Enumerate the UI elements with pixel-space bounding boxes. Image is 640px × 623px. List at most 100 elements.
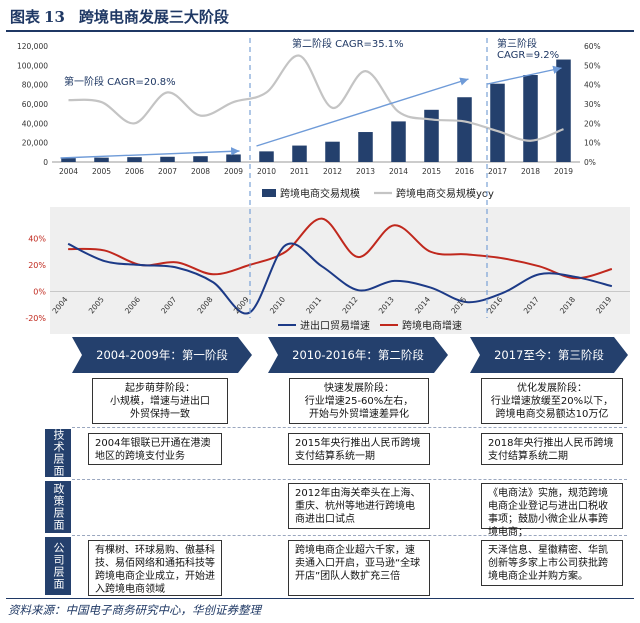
annotation-stage1: 第一阶段 CAGR=20.8% [64, 75, 176, 88]
legend-bar-swatch [262, 189, 276, 197]
y-tick-label: 100,000 [17, 61, 48, 70]
company-cell-stage1: 有棵树、环球易购、傲基科技、易佰网络和通拓科技等跨境电商企业成立，开始进入跨境电… [88, 540, 222, 596]
figure-header: 图表 13 跨境电商发展三大阶段 [0, 0, 640, 34]
y2-tick-label: 60% [584, 42, 601, 51]
tech-cell-stage3: 2018年央行推出人民币跨境支付结算系统二期 [481, 433, 623, 465]
x-tick-label: 2015 [422, 167, 441, 176]
x-tick-label: 2017 [488, 167, 507, 176]
legend: 跨境电商交易规模 跨境电商交易规模yoy [262, 187, 494, 200]
y2-tick-label: 10% [584, 139, 601, 148]
legend-ecom-label: 跨境电商增速 [402, 319, 462, 332]
bar [292, 145, 307, 162]
trend-arrow [487, 65, 562, 85]
stage-desc-2-line2: 行业增速25-60%左右， [304, 396, 414, 407]
figure-title: 图表 13 跨境电商发展三大阶段 [10, 6, 229, 27]
row-separator-2 [72, 479, 627, 480]
stage-desc-2-line1: 快速发展阶段： [324, 383, 394, 394]
trade-growth-line [67, 242, 613, 315]
y2-tick-label: 30% [584, 100, 601, 109]
x-tick-label: 2009 [224, 167, 243, 176]
stage-desc-1-line2: 小规模，增速与进出口 [110, 396, 210, 407]
x-tick-label: 2007 [158, 167, 177, 176]
row-label-company: 公司层面 [45, 537, 71, 595]
tech-cell-stage2: 2015年央行推出人民币跨境支付结算系统一期 [288, 433, 430, 465]
stage-desc-1-line3: 外贸保持一致 [130, 409, 190, 420]
row-label-policy: 政策层面 [45, 481, 71, 533]
x-tick-label: 2011 [290, 167, 309, 176]
header-rule [6, 30, 634, 32]
y-tick-label: 0% [33, 288, 46, 297]
stage-desc-3-line2: 行业增速放缓至20%以下， [490, 396, 614, 407]
company-cell-stage3: 天泽信息、星徽精密、华凯创新等多家上市公司获批跨境电商企业并购方案。 [481, 540, 623, 586]
footer-rule [6, 598, 634, 599]
stage-banner-3: 2017至今：第三阶段 [470, 337, 628, 373]
y-tick-label: 20% [28, 261, 46, 270]
x-tick-label: 2013 [356, 167, 375, 176]
legend-line-label: 跨境电商交易规模yoy [396, 187, 494, 200]
row-separator-3 [72, 535, 627, 536]
bar [457, 97, 472, 162]
x-tick-label: 2004 [59, 167, 78, 176]
bar [523, 75, 538, 162]
ecommerce-growth-line [68, 217, 613, 280]
annotation-stage3-cagr: CAGR=9.2% [497, 50, 559, 61]
tech-cell-stage1: 2004年银联已开通在港澳地区的跨境支付业务 [88, 433, 222, 465]
x-tick-label: 2005 [92, 167, 111, 176]
trend-arrow [256, 77, 469, 147]
yoy-line [68, 54, 564, 142]
bar [424, 109, 439, 162]
bar [358, 132, 373, 162]
y-tick-label: 40,000 [22, 119, 48, 128]
bar [94, 157, 109, 162]
annotation-stage3-title: 第三阶段 [497, 37, 537, 50]
figure-label: 图表 [10, 8, 41, 26]
row-separator-1 [72, 427, 627, 428]
stage-desc-1-line1: 起步萌芽阶段： [125, 383, 195, 394]
x-tick-label: 2018 [521, 167, 540, 176]
y-tick-label: -20% [25, 314, 46, 323]
bar [226, 154, 241, 162]
stage-desc-3-line3: 跨境电商交易额达10万亿 [495, 409, 609, 420]
stage-desc-2: 快速发展阶段： 行业增速25-60%左右， 开始与外贸增速差异化 [289, 378, 429, 424]
y2-tick-label: 50% [584, 61, 601, 70]
row-label-tech: 技术层面 [45, 429, 71, 477]
stage-desc-2-line3: 开始与外贸增速差异化 [309, 409, 409, 420]
x-tick-label: 2010 [257, 167, 276, 176]
x-tick-label: 2012 [323, 167, 342, 176]
legend: 进出口贸易增速 跨境电商增速 [278, 319, 462, 332]
bar [193, 156, 208, 162]
y-tick-label: 0 [43, 158, 48, 167]
stage-desc-3-line1: 优化发展阶段： [517, 383, 587, 394]
policy-cell-stage2: 2012年由海关牵头在上海、重庆、杭州等地进行跨境电商进出口试点 [288, 483, 430, 529]
line-chart: -20%0%20%40%2004 2005 2006 2007 2008 2009 2010… [25, 207, 630, 334]
annotation-stage2: 第二阶段 CAGR=35.1% [292, 37, 404, 50]
company-cell-stage2: 跨境电商企业超六千家，速卖通入口开启，亚马逊“全球开店”团队人数扩充三倍 [288, 540, 430, 596]
bar [127, 157, 142, 162]
y-tick-label: 40% [28, 235, 46, 244]
y-tick-label: 20,000 [22, 139, 48, 148]
legend-bar-label: 跨境电商交易规模 [280, 187, 360, 200]
y2-tick-label: 20% [584, 119, 601, 128]
x-tick-label: 2008 [191, 167, 210, 176]
y2-tick-label: 40% [584, 81, 601, 90]
bar [325, 141, 340, 162]
bar [259, 151, 274, 162]
legend-trade-label: 进出口贸易增速 [300, 319, 370, 332]
bar [556, 59, 571, 162]
bar [391, 121, 406, 162]
stage-banner-2: 2010-2016年：第二阶段 [268, 337, 448, 373]
x-tick-label: 2006 [125, 167, 144, 176]
source-note: 资料来源：中国电子商务研究中心，华创证券整理 [8, 603, 261, 617]
y-tick-label: 60,000 [22, 100, 48, 109]
y-tick-label: 80,000 [22, 81, 48, 90]
trend-arrow [60, 147, 240, 159]
stage-desc-1: 起步萌芽阶段： 小规模，增速与进出口 外贸保持一致 [92, 378, 228, 424]
bar-chart: 0 20,000 40,000 60,000 80,000 100,000 120,000 0… [17, 37, 601, 200]
bar [160, 156, 175, 162]
bar [61, 158, 76, 162]
bar [490, 83, 505, 162]
y-tick-label: 120,000 [17, 42, 48, 51]
x-tick-label: 2019 [554, 167, 573, 176]
stage-desc-3: 优化发展阶段： 行业增速放缓至20%以下， 跨境电商交易额达10万亿 [481, 378, 623, 424]
x-tick-label: 2016 [455, 167, 474, 176]
